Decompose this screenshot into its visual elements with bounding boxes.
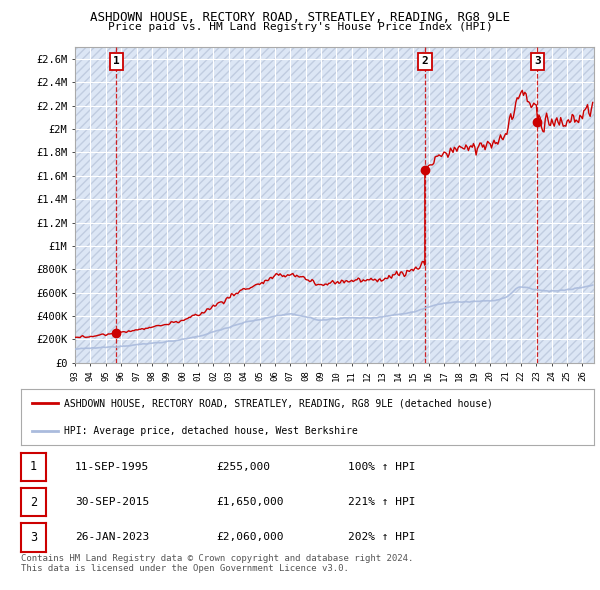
- Text: 202% ↑ HPI: 202% ↑ HPI: [348, 533, 415, 542]
- Text: Price paid vs. HM Land Registry's House Price Index (HPI): Price paid vs. HM Land Registry's House …: [107, 22, 493, 32]
- Text: HPI: Average price, detached house, West Berkshire: HPI: Average price, detached house, West…: [64, 427, 358, 437]
- Text: 3: 3: [534, 57, 541, 67]
- Text: £2,060,000: £2,060,000: [216, 533, 284, 542]
- Text: 100% ↑ HPI: 100% ↑ HPI: [348, 462, 415, 471]
- Text: 221% ↑ HPI: 221% ↑ HPI: [348, 497, 415, 507]
- Text: Contains HM Land Registry data © Crown copyright and database right 2024.
This d: Contains HM Land Registry data © Crown c…: [21, 554, 413, 573]
- Text: ASHDOWN HOUSE, RECTORY ROAD, STREATLEY, READING, RG8 9LE (detached house): ASHDOWN HOUSE, RECTORY ROAD, STREATLEY, …: [64, 398, 493, 408]
- Text: 26-JAN-2023: 26-JAN-2023: [75, 533, 149, 542]
- Text: 3: 3: [30, 531, 37, 544]
- Text: £1,650,000: £1,650,000: [216, 497, 284, 507]
- Text: 30-SEP-2015: 30-SEP-2015: [75, 497, 149, 507]
- Text: 1: 1: [30, 460, 37, 473]
- Text: 2: 2: [421, 57, 428, 67]
- Text: ASHDOWN HOUSE, RECTORY ROAD, STREATLEY, READING, RG8 9LE: ASHDOWN HOUSE, RECTORY ROAD, STREATLEY, …: [90, 11, 510, 24]
- Text: £255,000: £255,000: [216, 462, 270, 471]
- Text: 1: 1: [113, 57, 120, 67]
- Text: 11-SEP-1995: 11-SEP-1995: [75, 462, 149, 471]
- Text: 2: 2: [30, 496, 37, 509]
